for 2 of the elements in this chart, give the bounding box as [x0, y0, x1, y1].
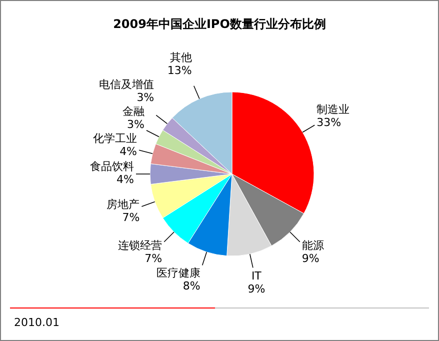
title: 2009年中国企业IPO数量行业分布比例: [113, 17, 326, 31]
annotation: 2010.01: [14, 316, 60, 329]
